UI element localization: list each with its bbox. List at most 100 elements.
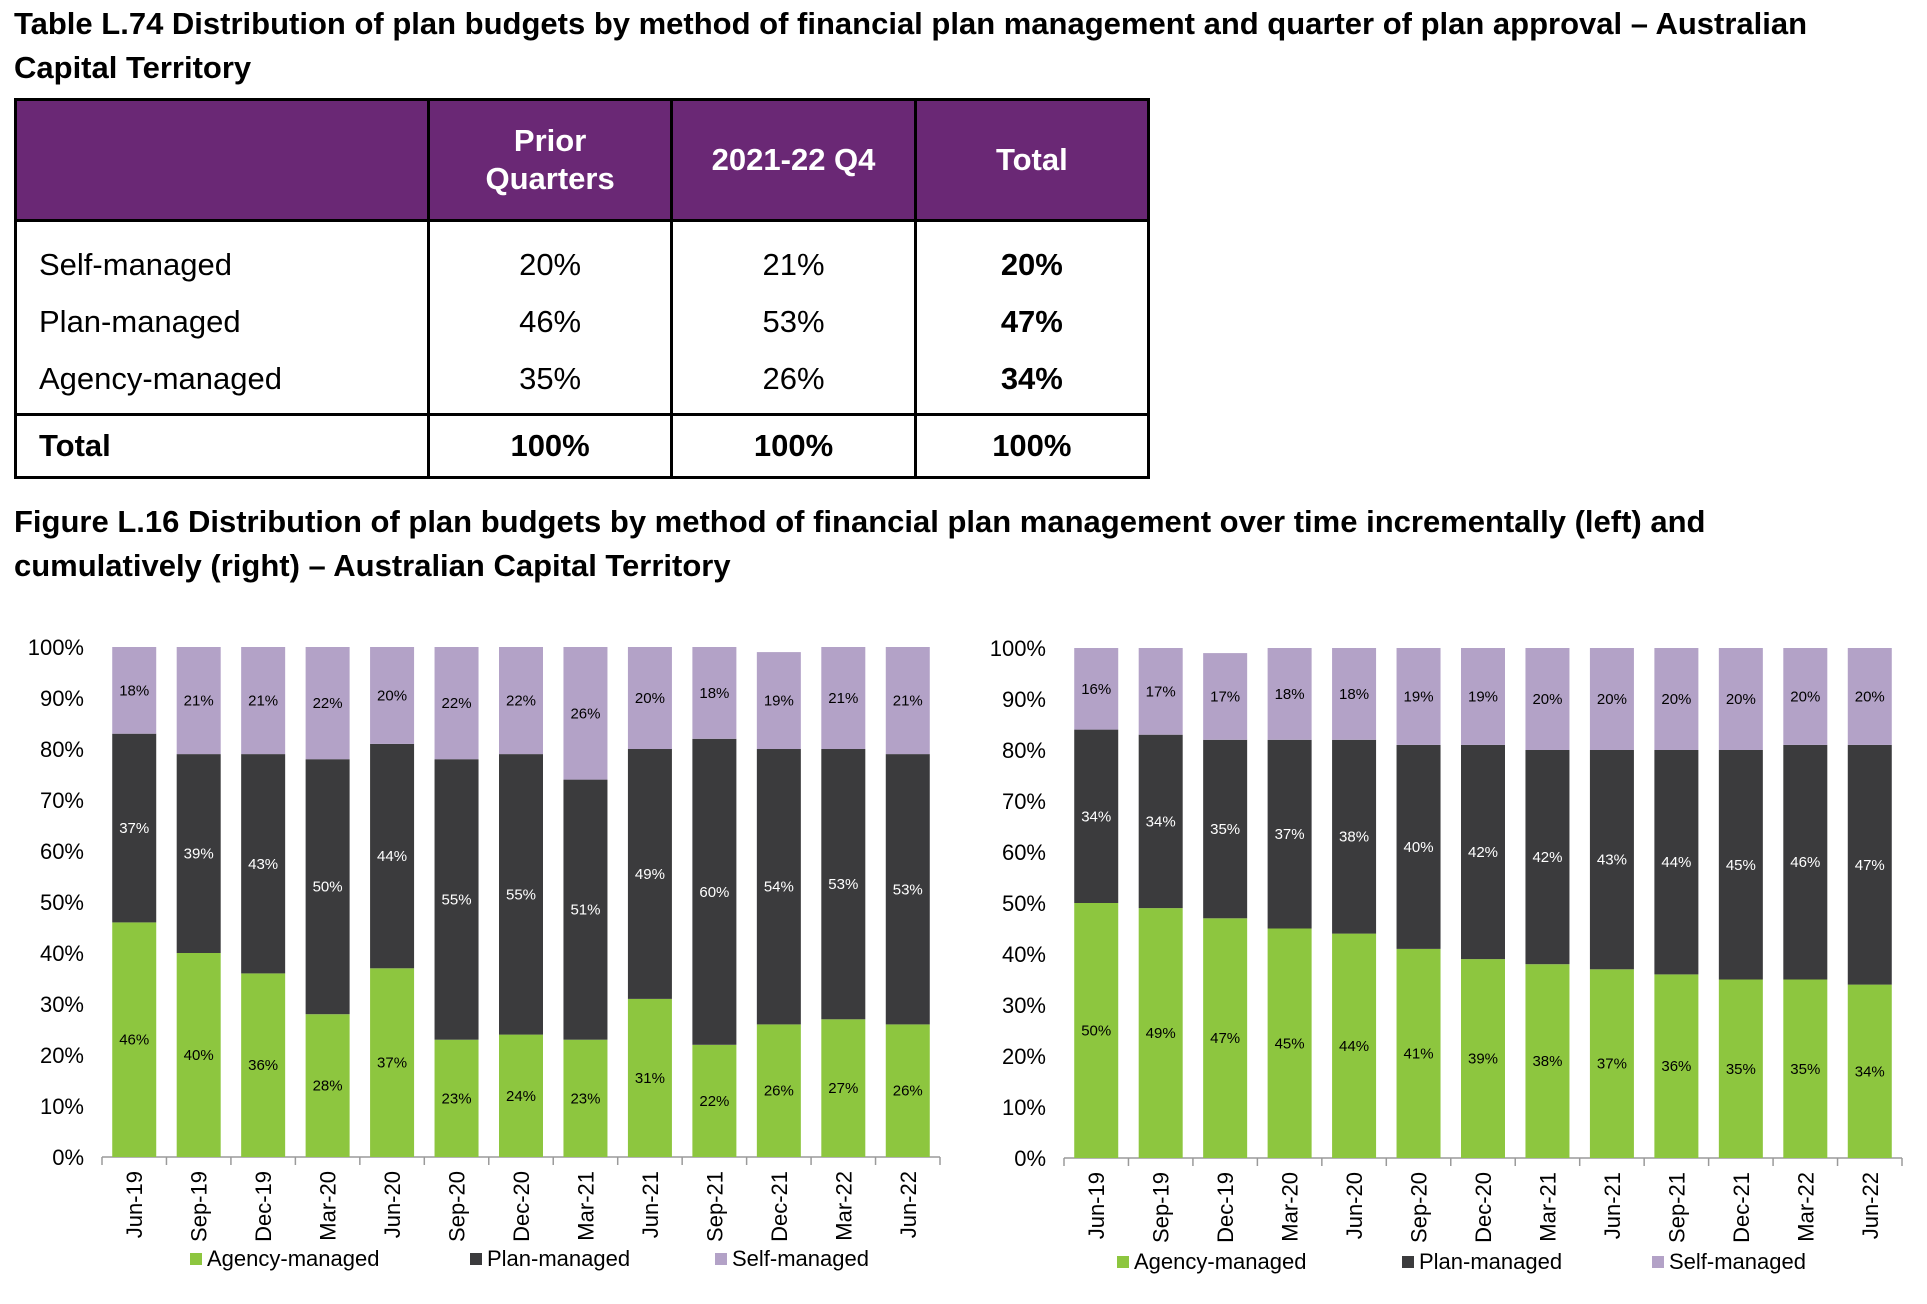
y-tick-label: 70% [1002, 789, 1046, 814]
y-tick-label: 100% [990, 636, 1046, 661]
bar-segment-plan-managed [176, 754, 221, 953]
data-label: 38% [1532, 1053, 1562, 1070]
header-empty [14, 98, 430, 222]
data-label: 37% [377, 1055, 407, 1072]
cell-q4: 21% [670, 220, 917, 293]
data-label: 41% [1404, 1045, 1434, 1062]
bar-segment-agency-managed [1783, 979, 1828, 1158]
data-label: 22% [442, 695, 472, 712]
data-label: 53% [828, 876, 858, 893]
cell-total: 20% [1000, 246, 1063, 282]
bar-segment-self-managed [1525, 648, 1570, 750]
y-tick-label: 70% [40, 788, 84, 813]
data-label: 45% [1726, 857, 1756, 874]
bar-segment-plan-managed [1847, 744, 1892, 985]
bar-segment-self-managed [370, 647, 415, 744]
x-tick-label: Jun-21 [1600, 1172, 1625, 1239]
y-tick-label: 0% [52, 1145, 84, 1170]
bar-segment-self-managed [1203, 653, 1248, 740]
bar-segment-agency-managed [1267, 928, 1312, 1158]
x-tick-label: Jun-21 [638, 1171, 663, 1238]
bar-segment-agency-managed [305, 1014, 350, 1157]
table-title: Table L.74 Distribution of plan budgets … [14, 6, 1808, 85]
total-cell-q4: 100% [670, 413, 917, 479]
bar-segment-agency-managed [885, 1024, 930, 1157]
data-label: 18% [1339, 686, 1369, 703]
bar-segment-agency-managed [1461, 959, 1505, 1158]
data-label: 35% [1726, 1061, 1756, 1078]
data-label: 23% [570, 1090, 600, 1107]
bar-segment-plan-managed [370, 743, 415, 969]
x-tick-label: Sep-19 [187, 1171, 212, 1242]
data-label: 55% [442, 891, 472, 908]
bar-segment-agency-managed [1654, 974, 1699, 1158]
data-label: 44% [1661, 854, 1691, 871]
total-row-label: Total [14, 413, 430, 479]
data-label: 19% [1404, 688, 1434, 705]
budget-distribution-table: Prior Quarters 2021-22 Q4 Total Self-man… [14, 98, 1151, 479]
legend-swatch-agency-managed [1117, 1256, 1129, 1268]
data-label: 36% [1661, 1058, 1691, 1075]
x-tick-label: Mar-21 [573, 1171, 598, 1241]
bar-segment-agency-managed [241, 973, 286, 1157]
data-label: 42% [1532, 849, 1562, 866]
data-label: 36% [248, 1057, 278, 1074]
row-label: Self-managed [39, 246, 233, 282]
data-label: 21% [248, 693, 278, 710]
data-label: 44% [1339, 1038, 1369, 1055]
bar-segment-plan-managed [499, 754, 543, 1035]
data-label: 35% [1210, 821, 1240, 838]
bar-segment-plan-managed [1203, 739, 1248, 919]
figure-title: Figure L.16 Distribution of plan budgets… [14, 504, 1706, 583]
y-tick-label: 30% [1002, 993, 1046, 1018]
data-label: 24% [506, 1088, 536, 1105]
bar-segment-agency-managed [756, 1024, 801, 1157]
total-cell-prior: 100% [426, 413, 674, 479]
bar-segment-agency-managed [563, 1039, 608, 1157]
incremental-chart: 0% 10% 20% 30% 40% 50% 60% 70% 80% 90% 100% 46% 37% 1… [0, 615, 960, 1304]
incremental-chart-svg: 0% 10% 20% 30% 40% 50% 60% 70% 80% 90% 100% 46% 37% 1… [28, 635, 941, 1271]
cell-prior: 20% [426, 220, 674, 293]
data-label: 28% [313, 1078, 343, 1095]
legend-label-agency-managed: Agency-managed [207, 1246, 379, 1271]
header-total: Total [913, 98, 1151, 222]
cumulative-chart-svg: 0% 10% 20% 30% 40% 50% 60% 70% 80% 90% 100% 50% 34% 1… [990, 636, 1903, 1274]
y-tick-label: 50% [1002, 891, 1046, 916]
legend-label-self-managed: Self-managed [732, 1246, 869, 1271]
x-tick-label: Jun-22 [1858, 1172, 1883, 1239]
bar-segment-plan-managed [1074, 729, 1119, 903]
x-tick-label: Mar-22 [831, 1171, 856, 1241]
data-label: 20% [1597, 691, 1627, 708]
bar-segment-self-managed [821, 647, 866, 749]
data-label: 47% [1210, 1030, 1240, 1047]
data-label: 18% [119, 682, 149, 699]
bar-segment-agency-managed [1847, 984, 1892, 1158]
data-label: 19% [764, 693, 794, 710]
y-tick-label: 40% [40, 941, 84, 966]
bar-segment-agency-managed [434, 1039, 479, 1157]
bar-segment-agency-managed [1396, 948, 1441, 1158]
data-label: 40% [1404, 839, 1434, 856]
legend-swatch-plan-managed [470, 1253, 482, 1265]
bar-segment-self-managed [756, 652, 801, 749]
bar-segment-self-managed [1138, 648, 1183, 735]
data-label: 20% [1726, 691, 1756, 708]
data-label: 26% [893, 1083, 923, 1100]
bar-segment-self-managed [692, 647, 737, 739]
data-label: 34% [1081, 808, 1111, 825]
data-label: 17% [1146, 683, 1176, 700]
x-tick-label: Jun-19 [122, 1171, 147, 1238]
x-tick-label: Jun-20 [1342, 1172, 1367, 1239]
table-row: Self-managed 20% 21% 20% [16, 220, 1149, 293]
bar-segment-self-managed [1847, 648, 1892, 745]
bar-segment-self-managed [434, 647, 479, 760]
bar-segment-self-managed [1589, 648, 1634, 750]
legend-swatch-self-managed [1652, 1256, 1664, 1268]
data-label: 38% [1339, 829, 1369, 846]
data-label: 21% [893, 693, 923, 710]
x-tick-label: Sep-19 [1149, 1172, 1174, 1243]
x-tick-label: Dec-20 [1471, 1172, 1496, 1243]
bar-segment-plan-managed [1783, 744, 1828, 980]
bar-segment-plan-managed [756, 749, 801, 1025]
y-tick-label: 0% [1014, 1146, 1046, 1171]
